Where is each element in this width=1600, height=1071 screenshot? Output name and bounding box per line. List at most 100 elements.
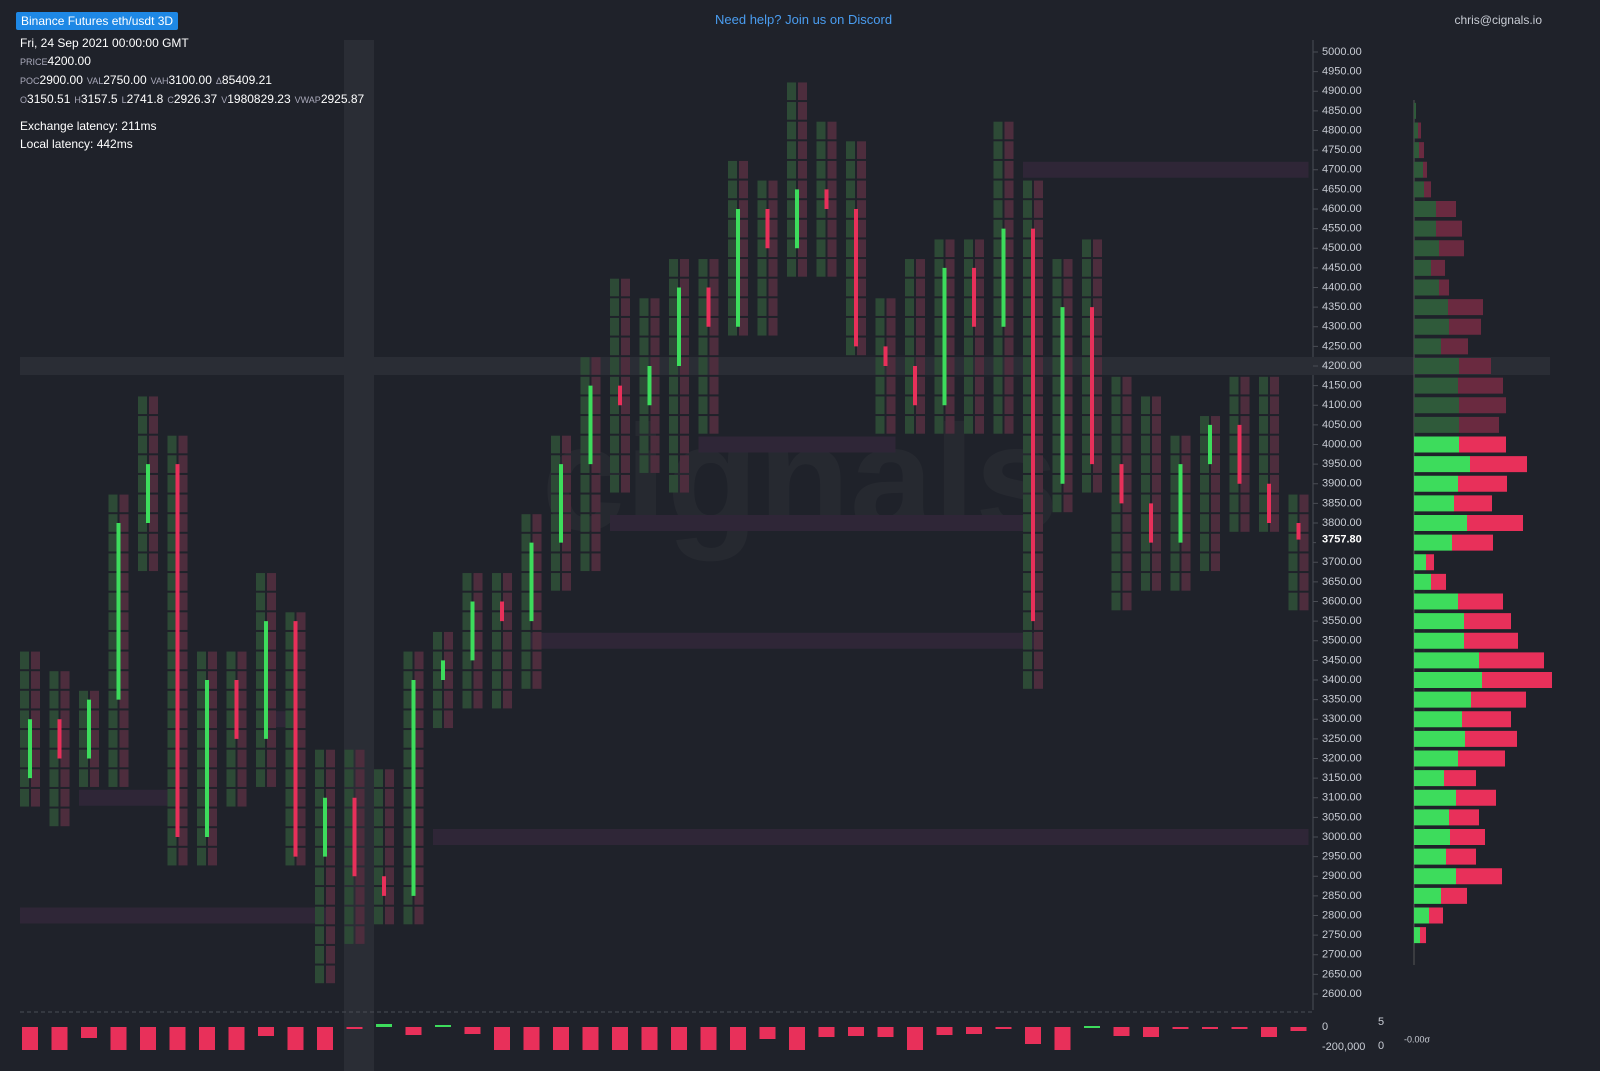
candle-body — [293, 621, 298, 857]
profile-sell — [1431, 259, 1445, 276]
footprint-ask — [621, 376, 630, 395]
footprint-ask — [532, 671, 542, 689]
footprint-bid — [226, 651, 236, 670]
delta-bar — [1202, 1027, 1218, 1029]
footprint-ask — [119, 769, 129, 787]
footprint-ask — [119, 592, 129, 611]
footprint-ask — [119, 671, 129, 689]
footprint-bid — [256, 631, 265, 650]
footprint-bid — [1259, 376, 1268, 395]
footprint-bid — [1052, 396, 1062, 415]
footprint-bid — [108, 612, 118, 630]
footprint-ask — [267, 710, 276, 729]
profile-sell — [1449, 318, 1481, 335]
footprint-ask — [414, 828, 424, 846]
profile-sell — [1431, 573, 1446, 590]
footprint-ask — [1093, 416, 1102, 434]
profile-buy — [1414, 181, 1424, 198]
footprint-bid — [846, 337, 855, 356]
profile-buy — [1414, 161, 1423, 178]
footprint-ask — [857, 337, 866, 356]
footprint-ask — [798, 121, 807, 140]
naked-level — [79, 789, 188, 806]
footprint-ask — [739, 200, 748, 218]
footprint-ask — [591, 416, 601, 434]
footprint-ask — [1093, 455, 1102, 473]
footprint-bid — [344, 769, 354, 787]
delta-bar — [848, 1027, 864, 1036]
candle-body — [411, 680, 416, 896]
footprint-bid — [580, 376, 590, 395]
footprint-bid — [993, 317, 1003, 336]
footprint-ask — [532, 533, 542, 552]
footprint-bid — [875, 337, 885, 356]
footprint-bid — [1288, 533, 1298, 552]
footprint-ask — [1152, 514, 1161, 532]
y-tick-label: 4400.00 — [1322, 281, 1362, 293]
delta-bar — [199, 1027, 215, 1050]
footprint-bid — [108, 553, 118, 572]
footprint-bid — [374, 906, 383, 925]
footprint-bid — [1052, 298, 1062, 316]
footprint-bid — [787, 141, 796, 159]
footprint-ask — [680, 376, 689, 395]
footprint-bid — [20, 690, 29, 709]
footprint-ask — [916, 416, 925, 434]
footprint-bid — [993, 200, 1003, 218]
badge[interactable]: Binance Futures eth/usdt 3D — [16, 12, 179, 30]
footprint-ask — [1063, 259, 1073, 277]
info-value: 4200.00 — [47, 54, 91, 68]
y-tick-label: 4600.00 — [1322, 203, 1362, 215]
footprint-ask — [1004, 239, 1014, 258]
profile-sell — [1471, 691, 1526, 708]
footprint-ask — [60, 710, 70, 729]
delta-bar — [700, 1027, 717, 1050]
footprint-bid — [698, 416, 708, 434]
candle-body — [824, 189, 829, 209]
help-link[interactable]: Need help? Join us on Discord — [715, 12, 893, 27]
footprint-ask — [414, 847, 424, 866]
footprint-bid — [1141, 416, 1150, 434]
user-menu[interactable]: chris@cignals.io — [1454, 13, 1542, 27]
footprint-bid — [1082, 259, 1091, 277]
footprint-bid — [639, 455, 649, 473]
footprint-bid — [374, 867, 383, 886]
footprint-ask — [857, 259, 866, 277]
footprint-bid — [492, 671, 501, 689]
info-key: POC — [20, 76, 40, 86]
footprint-ask — [945, 278, 955, 297]
info-key: L — [121, 95, 127, 105]
footprint-ask — [1004, 357, 1014, 375]
y-tick-label: 3450.00 — [1322, 654, 1362, 666]
y-tick-label: 4000.00 — [1322, 438, 1362, 450]
y-tick-label: 3650.00 — [1322, 576, 1362, 588]
footprint-ask — [385, 769, 394, 787]
footprint-bid — [875, 298, 885, 316]
footprint-ask — [1063, 474, 1073, 493]
footprint-bid — [669, 376, 678, 395]
y-tick-label: 4500.00 — [1322, 242, 1362, 254]
footprint-ask — [296, 788, 306, 807]
naked-level — [20, 907, 335, 924]
candle-body — [854, 209, 858, 347]
footprint-ask — [1034, 317, 1043, 336]
info-value: 2741.8 — [126, 92, 164, 106]
delta-bar — [464, 1027, 481, 1034]
info-value: 2926.37 — [173, 92, 218, 106]
footprint-ask — [1093, 435, 1102, 454]
footprint-ask — [473, 573, 483, 591]
profile-sell — [1439, 240, 1464, 257]
footprint-bid — [1023, 671, 1032, 689]
footprint-ask — [1122, 573, 1132, 591]
profile-buy — [1414, 259, 1431, 276]
footprint-ask — [1270, 514, 1279, 532]
footprint-bid — [934, 416, 944, 434]
footprint-ask — [1211, 494, 1220, 513]
footprint-ask — [267, 612, 276, 630]
footprint-ask — [1122, 592, 1132, 611]
footprint-bid — [787, 219, 796, 238]
candle-body — [942, 267, 947, 406]
footprint-ask — [945, 396, 955, 415]
footprint-ask — [267, 573, 276, 591]
